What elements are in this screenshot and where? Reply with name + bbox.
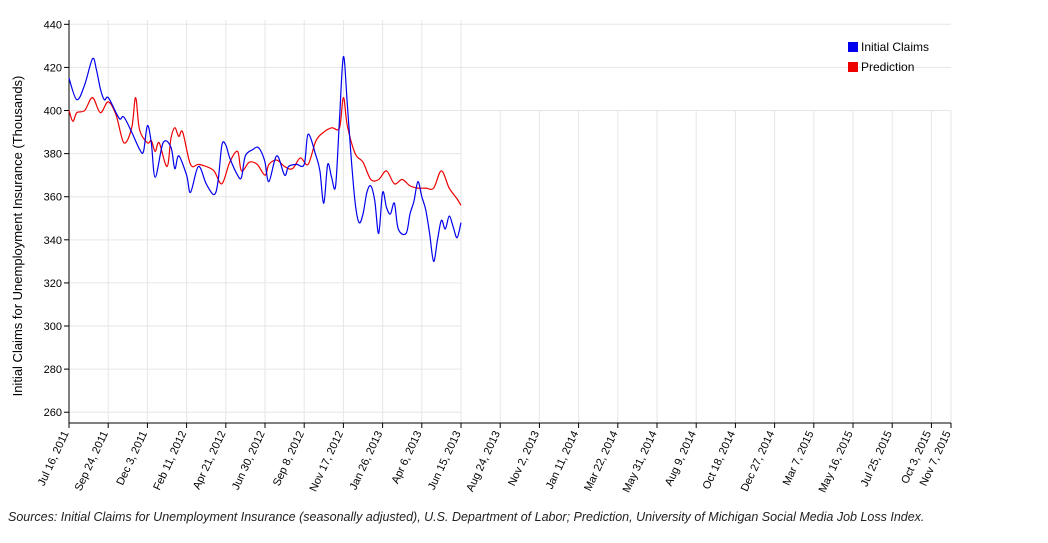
y-tick-label: 380: [44, 149, 62, 161]
legend-swatch-initial-claims: [848, 42, 858, 52]
x-tick-label: Dec 27, 2014: [739, 429, 778, 493]
x-tick-label: Sep 24, 2011: [73, 429, 111, 493]
x-tick-label: Mar 22, 2014: [582, 429, 620, 493]
x-tick-label: Sep 8, 2012: [271, 429, 307, 488]
series-layer: [68, 55, 462, 263]
chart: 260 280 300 320 340 360 380 400 420 440 Jul 16, 20…: [10, 19, 954, 494]
y-tick-label: 280: [44, 364, 62, 376]
x-tick-label: May 16, 2015: [817, 429, 856, 494]
legend: Initial Claims Prediction: [848, 40, 929, 74]
x-tick-label: May 31, 2014: [621, 429, 660, 494]
x-tick-label: Oct 18, 2014: [701, 429, 739, 491]
x-tick-label: Nov 17, 2012: [308, 429, 347, 493]
x-tick-label: Mar 7, 2015: [781, 429, 817, 487]
y-axis-title: Initial Claims for Unemployment Insuranc…: [10, 76, 25, 397]
y-tick-label: 260: [44, 407, 62, 419]
axes: 260 280 300 320 340 360 380 400 420 440 Jul 16, 20…: [36, 19, 954, 494]
x-tick-label: Jul 25, 2015: [859, 429, 895, 488]
series-line-prediction: [68, 96, 462, 206]
y-tick-label: 340: [44, 235, 62, 247]
grid: [68, 20, 952, 423]
x-tick-label: Jan 11, 2014: [544, 429, 581, 491]
x-tick-label: Aug 9, 2014: [663, 429, 699, 488]
y-tick-label: 360: [44, 192, 62, 204]
y-tick-label: 420: [44, 62, 62, 74]
legend-label-initial-claims: Initial Claims: [861, 40, 929, 54]
y-tick-label: 300: [44, 321, 62, 333]
x-tick-label: Aug 24, 2013: [464, 429, 503, 493]
x-tick-label: Feb 11, 2012: [151, 429, 189, 492]
y-tick-label: 400: [44, 106, 62, 118]
x-tick-label: Jul 16, 2011: [36, 429, 72, 488]
x-tick-label: Apr 21, 2012: [191, 429, 229, 491]
series-line-initial-claims: [68, 55, 462, 263]
source-note: Sources: Initial Claims for Unemployment…: [8, 510, 925, 524]
legend-label-prediction: Prediction: [861, 60, 914, 74]
x-tick-label: Dec 3, 2011: [115, 429, 151, 487]
x-tick-label: Jun 15, 2013: [426, 429, 464, 492]
x-tick-label: Jan 26, 2013: [348, 429, 386, 492]
y-tick-label: 320: [44, 278, 62, 290]
x-tick-label: Jun 30, 2012: [230, 429, 268, 492]
x-tick-label: Nov 2, 2013: [506, 429, 542, 488]
legend-swatch-prediction: [848, 62, 858, 72]
y-tick-label: 440: [44, 19, 62, 31]
x-tick-label: Apr 6, 2013: [390, 429, 425, 486]
